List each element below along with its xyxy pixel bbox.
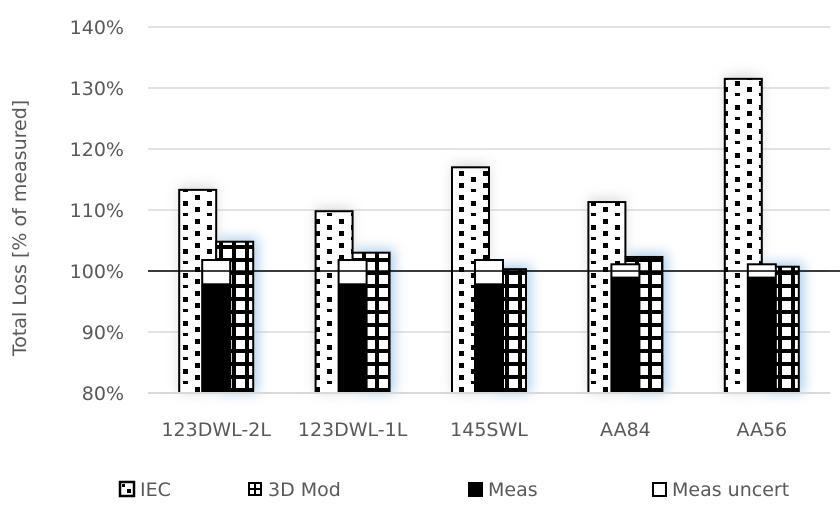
- y-tick-label: 120%: [70, 139, 124, 161]
- dotted-square-icon: [118, 480, 136, 498]
- bar-group: [314, 207, 395, 394]
- x-axis: 123DWL-2L 123DWL-1L 145SWL AA84 AA56: [148, 392, 830, 441]
- legend-label: Meas uncert: [672, 479, 789, 501]
- y-tick-label: 140%: [70, 17, 124, 39]
- x-tick-label: 145SWL: [450, 419, 528, 441]
- black-square-icon: [468, 482, 483, 497]
- y-tick-label: 130%: [70, 78, 124, 100]
- grid-square-icon: [248, 482, 262, 496]
- bar-group: [178, 185, 259, 394]
- x-tick-label: 123DWL-1L: [298, 419, 408, 441]
- legend-item: IEC: [118, 479, 171, 501]
- y-axis-title: Total Loss [% of measured]: [9, 100, 31, 357]
- bar-meas: [474, 283, 504, 394]
- legend-label: Meas: [488, 479, 538, 501]
- y-tick-label: 100%: [70, 261, 124, 283]
- y-axis: 80% 90% 100% 110% 120% 130% 140%: [70, 17, 124, 405]
- y-tick-label: 90%: [82, 322, 124, 344]
- bar-meas: [747, 276, 777, 394]
- bar-meas: [610, 276, 640, 394]
- bar-group: [587, 198, 668, 395]
- legend-label: 3D Mod: [268, 479, 341, 501]
- x-tick-label: AA56: [736, 419, 787, 441]
- legend-item: 3D Mod: [248, 479, 341, 501]
- bar-series: [148, 74, 840, 395]
- bar-group: [723, 74, 804, 395]
- white-square-icon: [652, 482, 667, 497]
- x-tick-label: AA84: [600, 419, 651, 441]
- legend: IEC 3D Mod Meas Meas uncert: [118, 479, 789, 501]
- legend-item: Meas: [468, 479, 538, 501]
- y-tick-label: 110%: [70, 200, 124, 222]
- bar-group: [451, 163, 531, 395]
- bar-meas: [201, 283, 231, 394]
- bar-meas: [338, 283, 368, 394]
- x-tick-label: 123DWL-2L: [161, 419, 271, 441]
- legend-label: IEC: [140, 479, 171, 501]
- legend-item: Meas uncert: [652, 479, 789, 501]
- y-tick-label: 80%: [82, 383, 124, 405]
